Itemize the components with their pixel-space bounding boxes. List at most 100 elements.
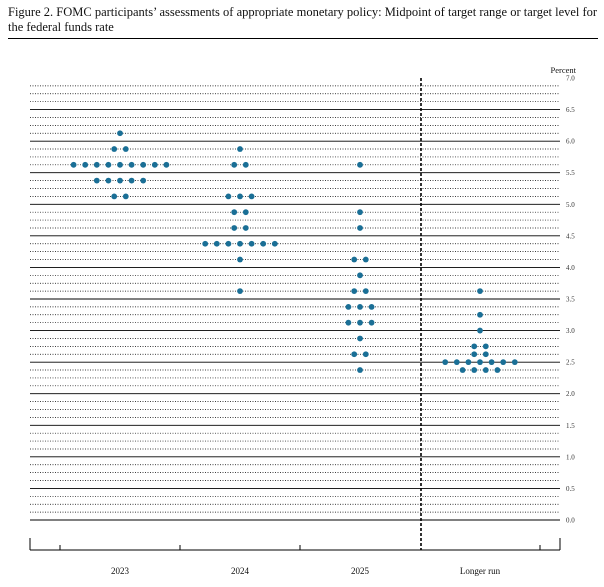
participant-dot bbox=[442, 359, 449, 366]
participant-dot bbox=[357, 209, 363, 216]
participant-dot bbox=[368, 303, 375, 310]
participant-dot bbox=[237, 288, 243, 295]
participant-dot bbox=[345, 303, 352, 310]
participant-dot bbox=[105, 161, 112, 168]
y-tick-label: 6.5 bbox=[566, 106, 575, 114]
y-tick-label: 0.0 bbox=[566, 517, 575, 525]
participant-dot bbox=[248, 240, 255, 247]
participant-dot bbox=[357, 225, 363, 231]
participant-dot bbox=[93, 177, 100, 184]
participant-dot bbox=[500, 359, 507, 366]
participant-dot bbox=[111, 193, 118, 200]
figure-title: Figure 2. FOMC participants’ assessments… bbox=[8, 5, 598, 34]
participant-dot bbox=[237, 240, 243, 247]
title-rule bbox=[8, 38, 598, 39]
y-tick-label: 6.0 bbox=[566, 138, 575, 146]
participant-dot bbox=[511, 359, 518, 366]
y-tick-label: 1.0 bbox=[566, 453, 575, 461]
participant-dot bbox=[122, 193, 129, 200]
participant-dot bbox=[459, 367, 466, 373]
participant-dot bbox=[357, 319, 363, 326]
participant-dot bbox=[471, 351, 478, 358]
participant-dot bbox=[260, 240, 267, 247]
participant-dot bbox=[237, 146, 243, 152]
x-category-label: 2025 bbox=[351, 566, 370, 576]
participant-dot bbox=[231, 209, 238, 216]
participant-dot bbox=[351, 351, 358, 358]
y-axis-unit-label: Percent bbox=[551, 65, 577, 75]
x-category-label: Longer run bbox=[460, 566, 501, 576]
participant-dot bbox=[453, 359, 460, 366]
participant-dot bbox=[151, 161, 158, 168]
participant-dot bbox=[117, 130, 123, 137]
participant-dot bbox=[105, 177, 112, 184]
participant-dot bbox=[231, 161, 238, 168]
participant-dot bbox=[351, 256, 358, 263]
participant-dot bbox=[362, 288, 369, 295]
participant-dot bbox=[248, 193, 255, 200]
y-tick-label: 2.0 bbox=[566, 390, 575, 398]
participant-dot bbox=[163, 161, 170, 168]
gridlines bbox=[30, 85, 560, 521]
participant-dot bbox=[494, 367, 501, 373]
participant-dot bbox=[482, 351, 489, 358]
participant-dots bbox=[70, 130, 518, 373]
x-axis bbox=[29, 538, 561, 551]
participant-dot bbox=[213, 240, 220, 247]
participant-dot bbox=[345, 319, 352, 326]
participant-dot bbox=[357, 303, 363, 310]
y-tick-label: 2.5 bbox=[566, 359, 575, 367]
y-tick-label: 4.0 bbox=[566, 264, 575, 272]
participant-dot bbox=[482, 343, 489, 350]
participant-dot bbox=[471, 367, 478, 373]
participant-dot bbox=[242, 225, 249, 231]
participant-dot bbox=[465, 359, 472, 366]
y-tick-label: 7.0 bbox=[566, 75, 575, 83]
participant-dot bbox=[202, 240, 209, 247]
participant-dot bbox=[237, 256, 243, 263]
x-category-label: 2023 bbox=[111, 566, 130, 576]
participant-dot bbox=[225, 240, 232, 247]
participant-dot bbox=[70, 161, 77, 168]
participant-dot bbox=[140, 177, 147, 184]
participant-dot bbox=[482, 367, 489, 373]
y-tick-labels: 0.0 0.5 1.0 1.5 2.0 2.5 3.0 3.5 4.0 4.5 5.0 5.5 6.0 6… bbox=[566, 75, 575, 525]
y-tick-label: 3.5 bbox=[566, 296, 575, 304]
participant-dot bbox=[368, 319, 375, 326]
y-tick-label: 5.5 bbox=[566, 169, 575, 177]
participant-dot bbox=[357, 367, 363, 373]
participant-dot bbox=[111, 146, 118, 152]
participant-dot bbox=[242, 209, 249, 216]
participant-dot bbox=[82, 161, 89, 168]
participant-dot bbox=[471, 343, 478, 350]
participant-dot bbox=[357, 161, 363, 168]
participant-dot bbox=[231, 225, 238, 231]
y-tick-label: 1.5 bbox=[566, 422, 575, 430]
participant-dot bbox=[362, 256, 369, 263]
y-tick-label: 5.0 bbox=[566, 201, 575, 209]
participant-dot bbox=[122, 146, 129, 152]
participant-dot bbox=[242, 161, 249, 168]
participant-dot bbox=[488, 359, 495, 366]
participant-dot bbox=[357, 335, 363, 342]
x-category-label: 2024 bbox=[231, 566, 250, 576]
participant-dot bbox=[117, 177, 123, 184]
y-tick-label: 0.5 bbox=[566, 485, 575, 493]
participant-dot bbox=[128, 177, 135, 184]
x-category-labels: 2023 2024 2025 Longer run bbox=[111, 566, 501, 576]
participant-dot bbox=[477, 327, 483, 334]
participant-dot bbox=[117, 161, 123, 168]
participant-dot bbox=[351, 288, 358, 295]
participant-dot bbox=[128, 161, 135, 168]
participant-dot bbox=[477, 288, 483, 295]
participant-dot bbox=[140, 161, 147, 168]
participant-dot bbox=[225, 193, 232, 200]
participant-dot bbox=[93, 161, 100, 168]
participant-dot bbox=[357, 272, 363, 279]
y-tick-label: 4.5 bbox=[566, 232, 575, 240]
participant-dot bbox=[271, 240, 278, 247]
participant-dot bbox=[237, 193, 243, 200]
y-tick-label: 3.0 bbox=[566, 327, 575, 335]
participant-dot bbox=[477, 359, 483, 366]
